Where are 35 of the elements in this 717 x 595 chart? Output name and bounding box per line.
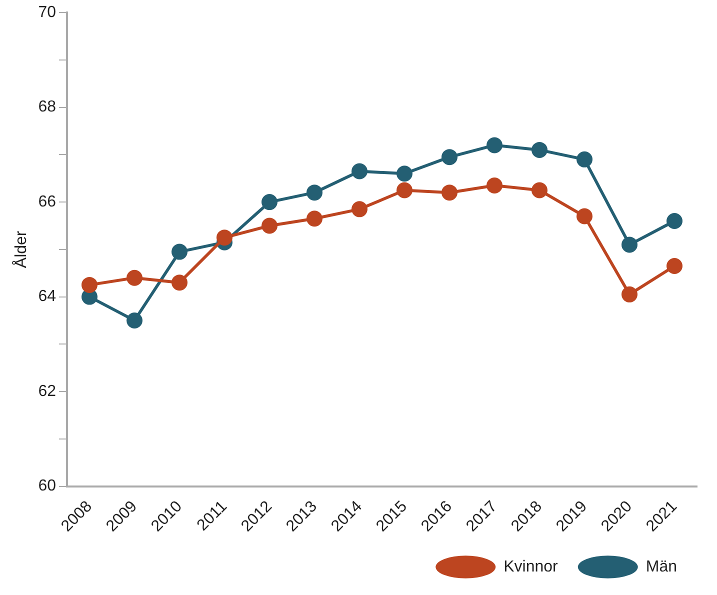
y-tick-label: 70: [38, 4, 56, 22]
y-tick-label: 64: [38, 288, 56, 306]
y-tick-label: 60: [38, 478, 56, 495]
point: [576, 208, 592, 224]
y-tick-label: 66: [38, 193, 56, 210]
y-tick-label: 68: [38, 98, 56, 116]
point: [576, 151, 592, 168]
point: [666, 213, 682, 230]
point: [442, 149, 458, 166]
point: [126, 270, 142, 286]
point: [81, 276, 98, 293]
y-axis-title: Ålder: [12, 230, 30, 268]
point: [532, 182, 548, 198]
point: [172, 244, 188, 260]
point: [486, 137, 502, 154]
point: [396, 166, 412, 182]
point: [172, 274, 188, 291]
point: [396, 182, 412, 198]
point: [306, 210, 322, 227]
point: [486, 177, 502, 194]
legend-label: Kvinnor: [504, 558, 559, 576]
point: [622, 286, 638, 302]
point: [666, 258, 682, 274]
point: [622, 236, 638, 253]
point: [126, 312, 142, 328]
point: [352, 163, 368, 180]
point: [262, 218, 278, 234]
point: [262, 194, 278, 210]
legend-label: Män: [646, 558, 677, 576]
point: [352, 201, 368, 218]
point: [532, 142, 548, 158]
y-tick-label: 62: [38, 382, 56, 400]
point: [442, 184, 458, 201]
point: [216, 230, 232, 246]
point: [306, 184, 322, 201]
